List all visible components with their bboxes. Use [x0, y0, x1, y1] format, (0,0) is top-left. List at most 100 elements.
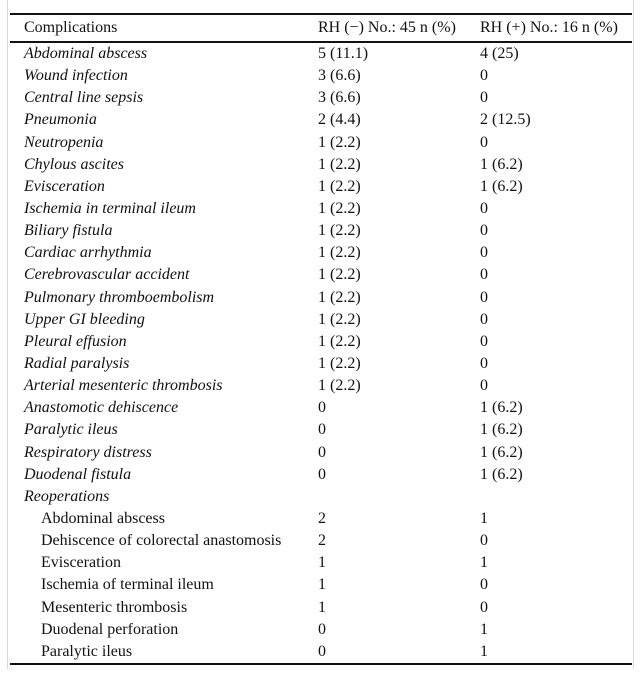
table-row: Respiratory distress 0 1 (6.2) [10, 442, 632, 464]
rh-positive-value: 0 [480, 576, 488, 594]
table-row: Duodenal fistula 0 1 (6.2) [10, 464, 632, 486]
rh-positive-value: 2 (12.5) [480, 111, 531, 129]
table-row: Abdominal abscess 5 (11.1) 4 (25) [10, 42, 632, 65]
rh-negative-value: 0 [318, 399, 326, 417]
complication-name: Reoperations [24, 487, 110, 505]
header-row: Complications RH (−) No.: 45 n (%) RH (+… [10, 14, 632, 43]
rh-negative-value: 1 [318, 598, 326, 616]
complication-name: Neutropenia [24, 133, 104, 151]
table-row: Pneumonia 2 (4.4) 2 (12.5) [10, 109, 632, 131]
table-row: Reoperations [10, 486, 632, 508]
rh-positive-value: 1 (6.2) [480, 399, 523, 417]
rh-negative-value: 2 (4.4) [318, 111, 361, 129]
rh-positive-value: 0 [480, 288, 488, 306]
complication-name: Paralytic ileus [24, 421, 118, 439]
rh-negative-value: 1 (2.2) [318, 244, 361, 262]
table-row: Upper GI bleeding 1 (2.2) 0 [10, 309, 632, 331]
table-row: Dehiscence of colorectal anastomosis 2 0 [10, 530, 632, 552]
rh-positive-value: 0 [480, 377, 488, 395]
rh-negative-value: 3 (6.6) [318, 67, 361, 85]
rh-negative-value: 1 (2.2) [318, 310, 361, 328]
rh-positive-value: 0 [480, 355, 488, 373]
rh-positive-value: 0 [480, 244, 488, 262]
table-row: Cerebrovascular accident 1 (2.2) 0 [10, 264, 632, 286]
figure-frame: Complications RH (−) No.: 45 n (%) RH (+… [7, 0, 634, 669]
rh-negative-value [318, 486, 480, 508]
rh-negative-value: 0 [318, 443, 326, 461]
complication-name: Cerebrovascular accident [24, 266, 190, 284]
rh-positive-value: 0 [480, 532, 488, 550]
rh-positive-value: 0 [480, 332, 488, 350]
rh-positive-value: 0 [480, 89, 488, 107]
complication-name: Pulmonary thromboembolism [24, 288, 215, 306]
complication-name: Chylous ascites [24, 155, 124, 173]
rh-negative-value: 1 [318, 576, 326, 594]
rh-positive-value: 1 (6.2) [480, 465, 523, 483]
complication-name: Pleural effusion [24, 332, 127, 350]
rh-positive-value: 1 [480, 554, 488, 572]
rh-positive-value: 1 (6.2) [480, 155, 523, 173]
rh-negative-value: 2 [318, 510, 326, 528]
complication-name: Arterial mesenteric thrombosis [24, 377, 223, 395]
table-row: Chylous ascites 1 (2.2) 1 (6.2) [10, 154, 632, 176]
table-row: Evisceration 1 1 [10, 552, 632, 574]
complication-name: Anastomotic dehiscence [24, 399, 179, 417]
table-row: Arterial mesenteric thrombosis 1 (2.2) 0 [10, 375, 632, 397]
complication-name: Mesenteric thrombosis [41, 598, 188, 616]
rh-negative-value: 1 [318, 554, 326, 572]
table-row: Duodenal perforation 0 1 [10, 619, 632, 641]
table-row: Abdominal abscess 2 1 [10, 508, 632, 530]
complication-name: Duodenal fistula [24, 465, 132, 483]
rh-negative-value: 1 (2.2) [318, 200, 361, 218]
table-row: Pulmonary thromboembolism 1 (2.2) 0 [10, 287, 632, 309]
complication-name: Ischemia in terminal ileum [24, 200, 196, 218]
complication-name: Evisceration [24, 177, 105, 195]
table-row: Radial paralysis 1 (2.2) 0 [10, 353, 632, 375]
complication-name: Ischemia of terminal ileum [41, 576, 214, 594]
complications-table: Complications RH (−) No.: 45 n (%) RH (+… [10, 13, 632, 665]
column-header-rh-positive: RH (+) No.: 16 n (%) [480, 14, 632, 43]
rh-positive-value: 0 [480, 222, 488, 240]
rh-positive-value: 0 [480, 200, 488, 218]
complication-name: Biliary fistula [24, 222, 113, 240]
rh-positive-value: 1 (6.2) [480, 443, 523, 461]
complication-name: Duodenal perforation [41, 620, 179, 638]
rh-positive-value: 1 (6.2) [480, 177, 523, 195]
rh-positive-value: 0 [480, 310, 488, 328]
rh-positive-value: 4 (25) [480, 45, 519, 63]
rh-negative-value: 1 (2.2) [318, 288, 361, 306]
rh-negative-value: 1 (2.2) [318, 133, 361, 151]
table-row: Evisceration 1 (2.2) 1 (6.2) [10, 176, 632, 198]
rh-negative-value: 0 [318, 620, 326, 638]
rh-negative-value: 1 (2.2) [318, 155, 361, 173]
complication-name: Central line sepsis [24, 89, 144, 107]
rh-negative-value: 1 (2.2) [318, 332, 361, 350]
complication-name: Wound infection [24, 67, 128, 85]
rh-negative-value: 1 (2.2) [318, 377, 361, 395]
complication-name: Cardiac arrhythmia [24, 244, 152, 262]
rh-positive-value: 0 [480, 133, 488, 151]
complication-name: Dehiscence of colorectal anastomosis [41, 532, 282, 550]
rh-negative-value: 5 (11.1) [318, 45, 369, 63]
rh-negative-value: 3 (6.6) [318, 89, 361, 107]
rh-negative-value: 1 (2.2) [318, 177, 361, 195]
rh-negative-value: 0 [318, 642, 326, 660]
rh-positive-value: 0 [480, 266, 488, 284]
table-row: Central line sepsis 3 (6.6) 0 [10, 87, 632, 109]
rh-positive-value: 1 [480, 642, 488, 660]
complication-name: Pneumonia [24, 111, 97, 129]
table-row: Paralytic ileus 0 1 [10, 641, 632, 664]
rh-positive-value: 1 [480, 510, 488, 528]
table-row: Cardiac arrhythmia 1 (2.2) 0 [10, 242, 632, 264]
table-row: Ischemia of terminal ileum 1 0 [10, 574, 632, 596]
table-body: Abdominal abscess 5 (11.1) 4 (25) Wound inf… [10, 42, 632, 664]
rh-positive-value: 1 [480, 620, 488, 638]
complication-name: Paralytic ileus [41, 642, 133, 660]
rh-negative-value: 1 (2.2) [318, 355, 361, 373]
rh-positive-value: 1 (6.2) [480, 421, 523, 439]
rh-negative-value: 0 [318, 465, 326, 483]
complication-name: Abdominal abscess [41, 510, 165, 528]
table-row: Wound infection 3 (6.6) 0 [10, 65, 632, 87]
rh-positive-value: 0 [480, 598, 488, 616]
table-row: Biliary fistula 1 (2.2) 0 [10, 220, 632, 242]
